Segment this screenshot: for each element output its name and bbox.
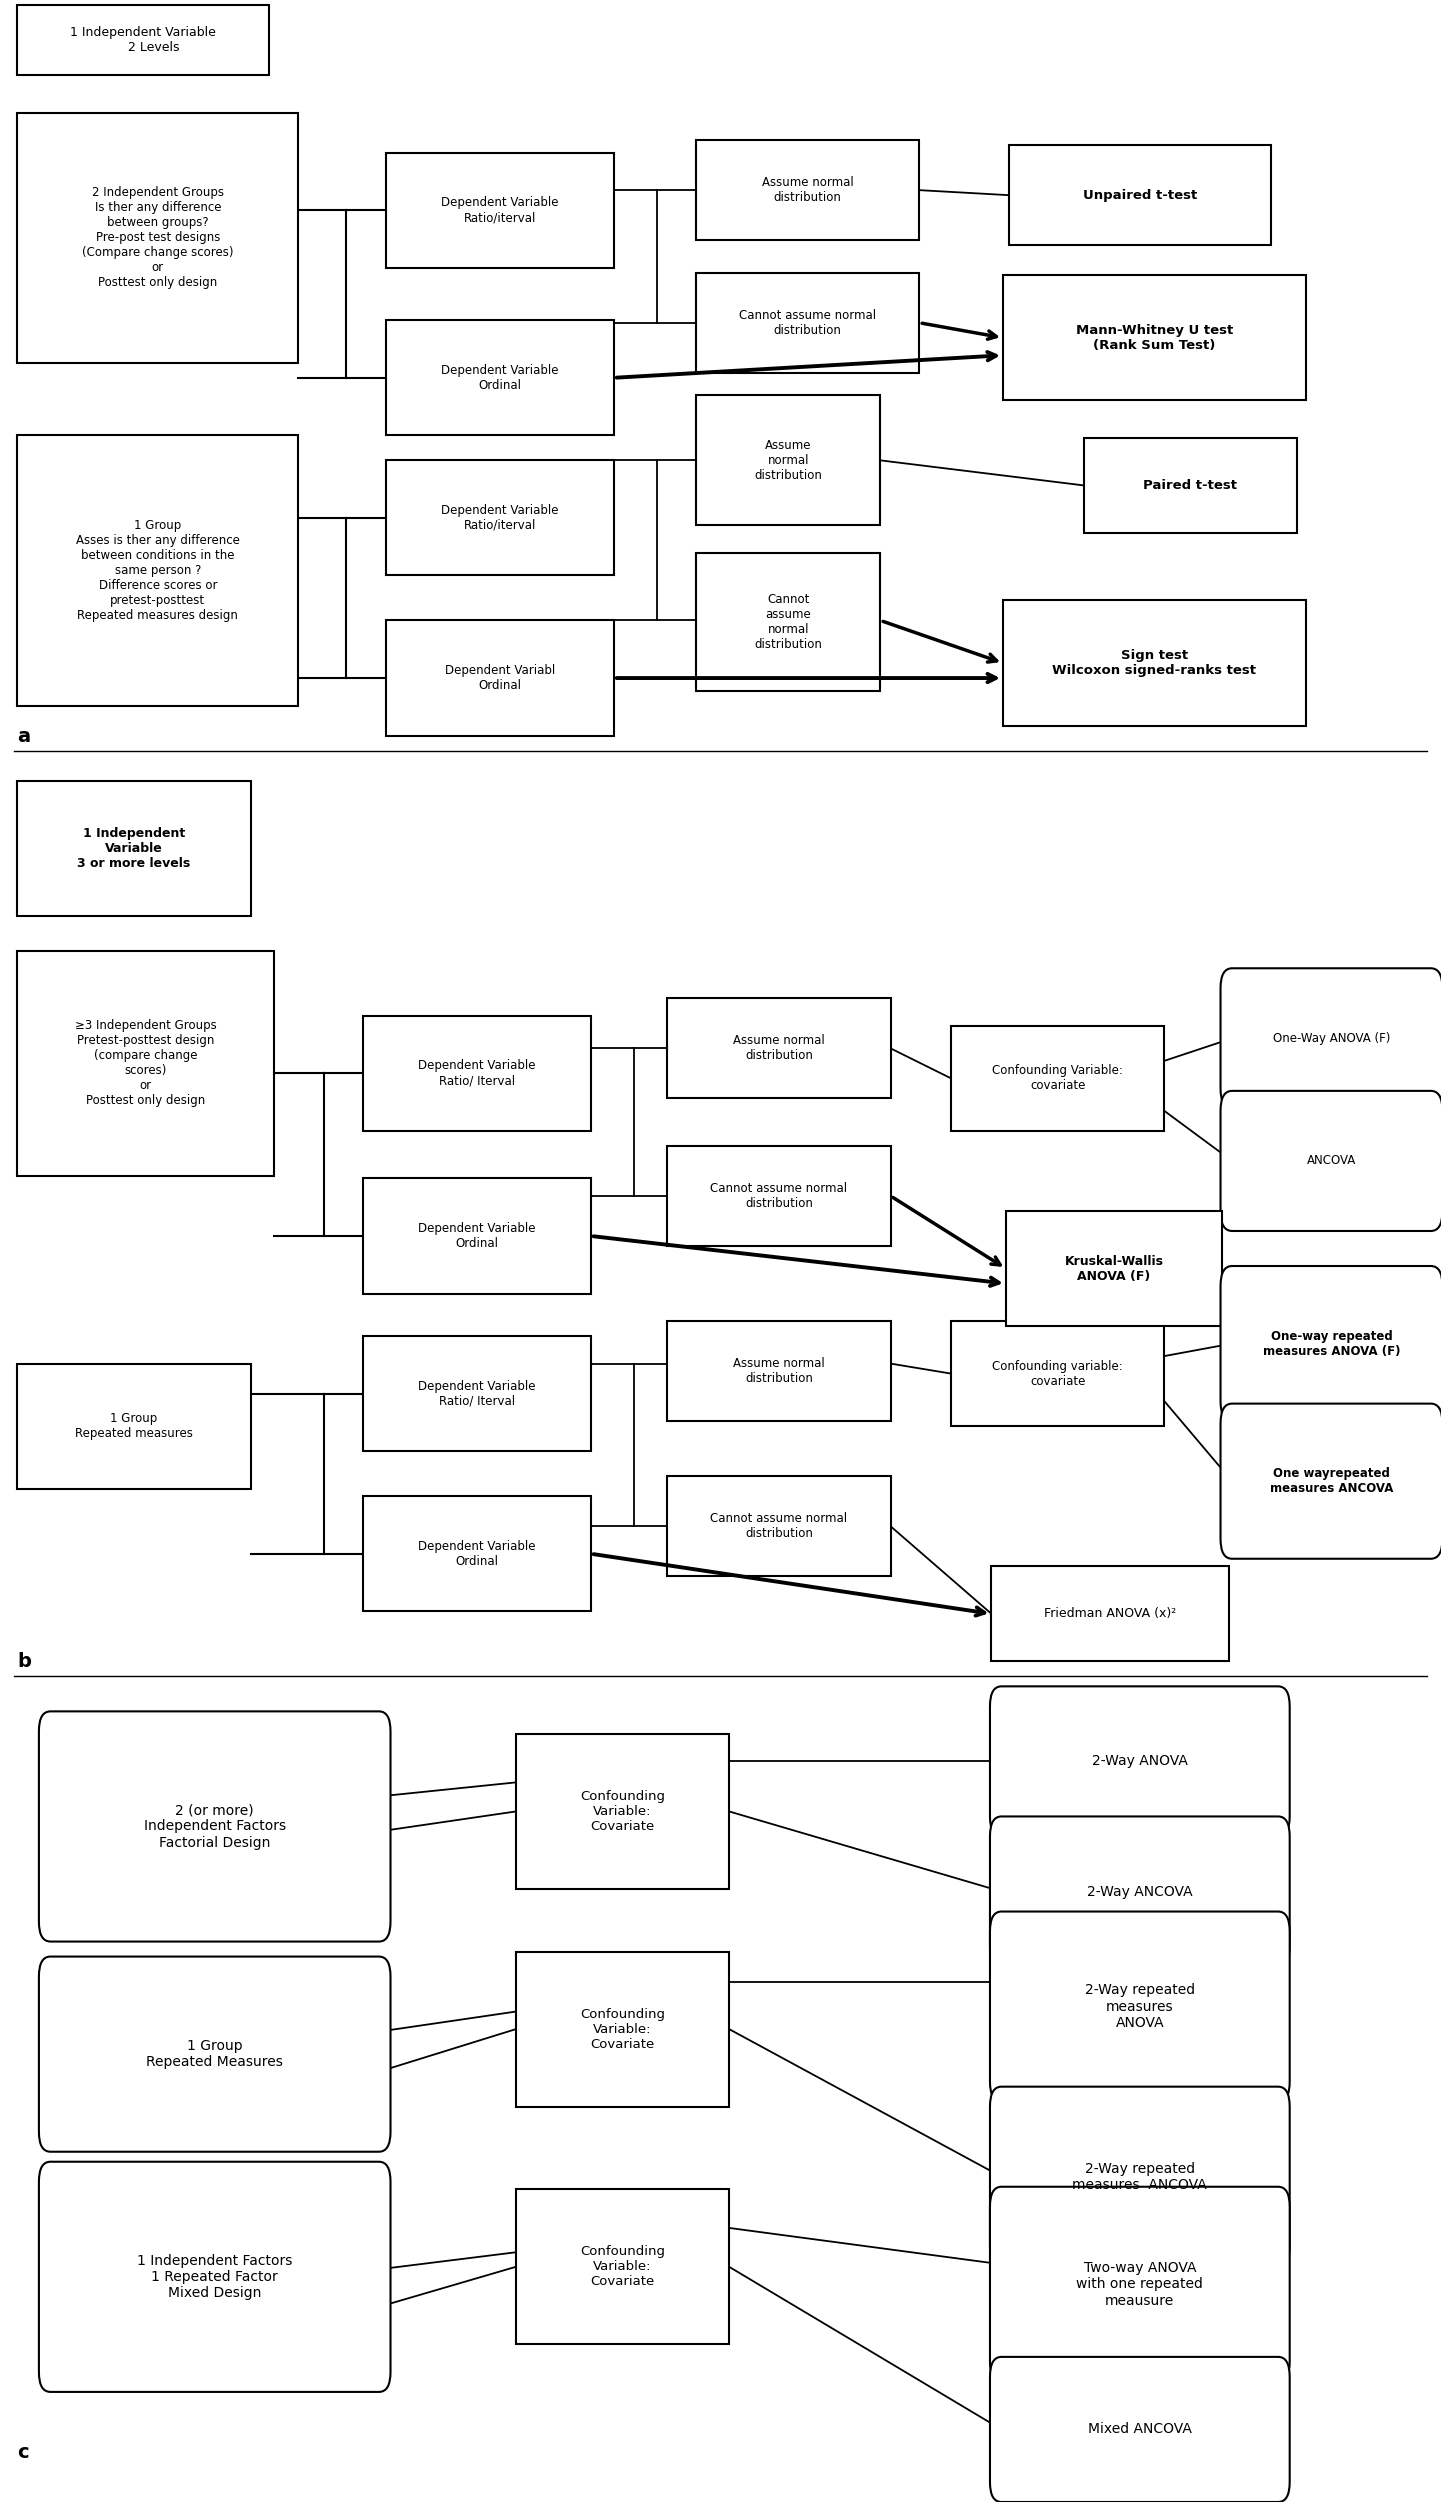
Text: ANCOVA: ANCOVA [1307, 1153, 1356, 1168]
FancyBboxPatch shape [1084, 438, 1297, 533]
FancyBboxPatch shape [386, 620, 614, 736]
FancyBboxPatch shape [1003, 275, 1306, 400]
FancyBboxPatch shape [696, 553, 880, 691]
FancyBboxPatch shape [1009, 145, 1271, 245]
Text: One wayrepeated
measures ANCOVA: One wayrepeated measures ANCOVA [1270, 1466, 1393, 1496]
Text: Assume normal
distribution: Assume normal distribution [733, 1356, 824, 1386]
Text: c: c [17, 2442, 29, 2462]
FancyBboxPatch shape [990, 1912, 1290, 2102]
FancyBboxPatch shape [516, 1734, 729, 1889]
FancyBboxPatch shape [667, 998, 891, 1098]
Text: 2 (or more)
Independent Factors
Factorial Design: 2 (or more) Independent Factors Factoria… [144, 1804, 285, 1849]
Text: Assume
normal
distribution: Assume normal distribution [754, 438, 823, 483]
Text: Dependent Variable
Ratio/iterval: Dependent Variable Ratio/iterval [441, 195, 559, 225]
Text: Cannot assume normal
distribution: Cannot assume normal distribution [710, 1181, 847, 1211]
FancyBboxPatch shape [1006, 1211, 1222, 1326]
FancyBboxPatch shape [17, 1364, 251, 1489]
FancyBboxPatch shape [17, 951, 274, 1176]
Text: Cannot
assume
normal
distribution: Cannot assume normal distribution [754, 593, 823, 651]
FancyBboxPatch shape [1221, 1266, 1441, 1421]
Text: 1 Independent Variable
     2 Levels: 1 Independent Variable 2 Levels [71, 25, 216, 55]
Text: Dependent Variable
Ratio/iterval: Dependent Variable Ratio/iterval [441, 503, 559, 533]
FancyBboxPatch shape [1221, 1091, 1441, 1231]
FancyBboxPatch shape [667, 1476, 891, 1576]
Text: Sign test
Wilcoxon signed-ranks test: Sign test Wilcoxon signed-ranks test [1052, 648, 1257, 678]
Text: Mann-Whitney U test
(Rank Sum Test): Mann-Whitney U test (Rank Sum Test) [1075, 323, 1233, 353]
Text: One-way repeated
measures ANOVA (F): One-way repeated measures ANOVA (F) [1262, 1329, 1401, 1359]
Text: Assume normal
distribution: Assume normal distribution [733, 1033, 824, 1063]
FancyBboxPatch shape [1003, 600, 1306, 726]
FancyBboxPatch shape [516, 1952, 729, 2107]
FancyBboxPatch shape [17, 781, 251, 916]
FancyBboxPatch shape [39, 1711, 391, 1942]
Text: 2-Way repeated
measures
ANOVA: 2-Way repeated measures ANOVA [1085, 1984, 1195, 2029]
Text: Confounding variable:
covariate: Confounding variable: covariate [993, 1359, 1123, 1389]
Text: Mixed ANCOVA: Mixed ANCOVA [1088, 2422, 1192, 2437]
FancyBboxPatch shape [363, 1336, 591, 1451]
FancyBboxPatch shape [696, 273, 919, 373]
Text: 1 Group
Repeated Measures: 1 Group Repeated Measures [147, 2039, 282, 2069]
FancyBboxPatch shape [1221, 968, 1441, 1108]
Text: Paired t-test: Paired t-test [1143, 478, 1238, 493]
Text: Unpaired t-test: Unpaired t-test [1082, 188, 1197, 203]
FancyBboxPatch shape [39, 1957, 391, 2152]
FancyBboxPatch shape [667, 1146, 891, 1246]
Text: 1 Group
Repeated measures: 1 Group Repeated measures [75, 1411, 193, 1441]
Text: One-Way ANOVA (F): One-Way ANOVA (F) [1272, 1031, 1391, 1046]
FancyBboxPatch shape [1221, 1404, 1441, 1559]
Text: b: b [17, 1651, 32, 1671]
Text: ≥3 Independent Groups
Pretest-posttest design
(compare change
scores)
or
Posttes: ≥3 Independent Groups Pretest-posttest d… [75, 1018, 216, 1108]
FancyBboxPatch shape [17, 435, 298, 706]
FancyBboxPatch shape [990, 1816, 1290, 1967]
Text: Friedman ANOVA (x)²: Friedman ANOVA (x)² [1045, 1606, 1176, 1621]
FancyBboxPatch shape [39, 2162, 391, 2392]
Text: Assume normal
distribution: Assume normal distribution [762, 175, 853, 205]
Text: Cannot assume normal
distribution: Cannot assume normal distribution [710, 1511, 847, 1541]
FancyBboxPatch shape [696, 140, 919, 240]
Text: Confounding
Variable:
Covariate: Confounding Variable: Covariate [581, 1789, 664, 1834]
FancyBboxPatch shape [990, 2087, 1290, 2267]
Text: Confounding Variable:
covariate: Confounding Variable: covariate [993, 1063, 1123, 1093]
FancyBboxPatch shape [667, 1321, 891, 1421]
Text: Dependent Variable
Ordinal: Dependent Variable Ordinal [441, 363, 559, 393]
FancyBboxPatch shape [990, 2357, 1290, 2502]
FancyBboxPatch shape [951, 1026, 1164, 1131]
FancyBboxPatch shape [363, 1016, 591, 1131]
FancyBboxPatch shape [386, 153, 614, 268]
Text: Dependent Variable
Ratio/ Iterval: Dependent Variable Ratio/ Iterval [418, 1058, 536, 1088]
Text: Dependent Variable
Ratio/ Iterval: Dependent Variable Ratio/ Iterval [418, 1379, 536, 1409]
FancyBboxPatch shape [17, 5, 269, 75]
FancyBboxPatch shape [17, 113, 298, 363]
Text: Dependent Variable
Ordinal: Dependent Variable Ordinal [418, 1221, 536, 1251]
Text: Kruskal-Wallis
ANOVA (F): Kruskal-Wallis ANOVA (F) [1065, 1254, 1163, 1284]
Text: Cannot assume normal
distribution: Cannot assume normal distribution [739, 308, 876, 338]
Text: Dependent Variable
Ordinal: Dependent Variable Ordinal [418, 1539, 536, 1569]
Text: 1 Independent
Variable
3 or more levels: 1 Independent Variable 3 or more levels [78, 826, 190, 871]
FancyBboxPatch shape [991, 1566, 1229, 1661]
Text: 2-Way repeated
measures  ANCOVA: 2-Way repeated measures ANCOVA [1072, 2162, 1208, 2192]
Text: a: a [17, 726, 30, 746]
Text: Two-way ANOVA
with one repeated
meausure: Two-way ANOVA with one repeated meausure [1076, 2262, 1203, 2307]
Text: 2-Way ANOVA: 2-Way ANOVA [1092, 1754, 1187, 1769]
FancyBboxPatch shape [516, 2189, 729, 2344]
Text: Confounding
Variable:
Covariate: Confounding Variable: Covariate [581, 2007, 664, 2052]
FancyBboxPatch shape [386, 460, 614, 575]
Text: 1 Group
Asses is ther any difference
between conditions in the
same person ?
Dif: 1 Group Asses is ther any difference bet… [76, 518, 239, 623]
Text: Dependent Variabl
Ordinal: Dependent Variabl Ordinal [445, 663, 555, 693]
FancyBboxPatch shape [990, 1686, 1290, 1836]
FancyBboxPatch shape [363, 1496, 591, 1611]
Text: Confounding
Variable:
Covariate: Confounding Variable: Covariate [581, 2244, 664, 2289]
FancyBboxPatch shape [990, 2187, 1290, 2382]
Text: 2 Independent Groups
Is ther any difference
between groups?
Pre-post test design: 2 Independent Groups Is ther any differe… [82, 185, 233, 290]
FancyBboxPatch shape [386, 320, 614, 435]
FancyBboxPatch shape [951, 1321, 1164, 1426]
Text: 1 Independent Factors
1 Repeated Factor
Mixed Design: 1 Independent Factors 1 Repeated Factor … [137, 2254, 293, 2299]
Text: 2-Way ANCOVA: 2-Way ANCOVA [1087, 1884, 1193, 1899]
FancyBboxPatch shape [696, 395, 880, 525]
FancyBboxPatch shape [363, 1178, 591, 1294]
